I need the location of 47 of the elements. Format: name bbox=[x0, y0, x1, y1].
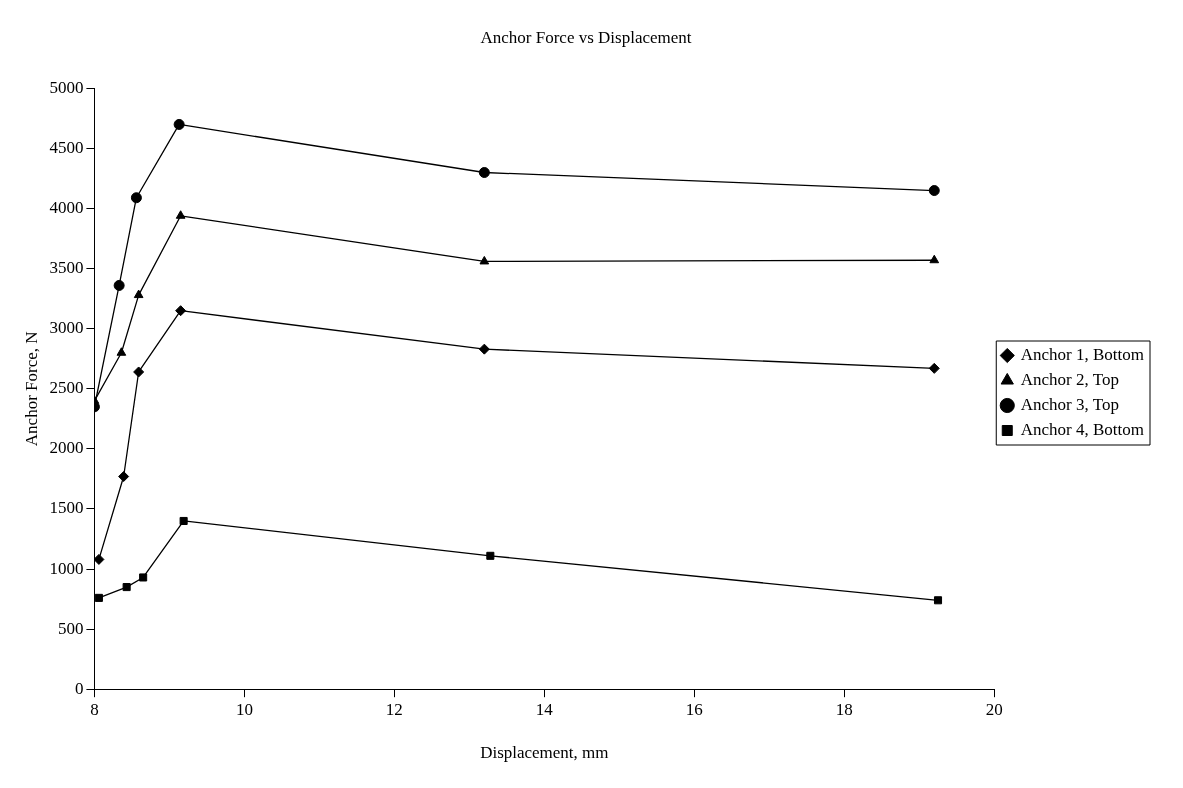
point bbox=[175, 305, 187, 317]
x-tick-label: 14 bbox=[535, 699, 554, 719]
chart-title: Anchor Force vs Displacement bbox=[480, 27, 692, 47]
x-tick-label: 8 bbox=[90, 699, 99, 719]
point bbox=[928, 185, 940, 197]
point bbox=[116, 347, 127, 356]
y-tick-label: 3000 bbox=[49, 318, 84, 338]
point bbox=[139, 573, 148, 582]
point bbox=[94, 553, 105, 565]
point bbox=[133, 366, 145, 378]
x-axis-title: Displacement, mm bbox=[480, 743, 609, 763]
x-tick-label: 18 bbox=[835, 699, 853, 719]
point bbox=[933, 596, 943, 605]
y-tick-label: 3500 bbox=[49, 258, 84, 278]
point bbox=[179, 516, 188, 526]
point bbox=[928, 362, 940, 374]
legend-label: Anchor 3, Top bbox=[1020, 394, 1119, 414]
point bbox=[929, 254, 940, 264]
y-tick-label: 4500 bbox=[49, 137, 84, 157]
y-axis-title: Anchor Force, N bbox=[21, 331, 41, 447]
point bbox=[118, 471, 130, 483]
point bbox=[479, 255, 490, 265]
point bbox=[478, 343, 490, 355]
y-tick-label: 0 bbox=[74, 678, 84, 698]
y-tick-label: 4000 bbox=[49, 198, 84, 218]
x-tick-label: 12 bbox=[385, 699, 403, 719]
x-tick-label: 16 bbox=[685, 699, 703, 719]
y-tick-label: 1000 bbox=[49, 558, 84, 578]
point bbox=[175, 210, 186, 219]
y-tick-label: 1500 bbox=[49, 498, 84, 518]
legend-label: Anchor 4, Bottom bbox=[1020, 419, 1145, 439]
legend-label: Anchor 1, Bottom bbox=[1020, 344, 1145, 364]
x-tick-label: 10 bbox=[235, 699, 253, 719]
y-tick-label: 500 bbox=[57, 618, 84, 638]
y-tick-label: 2000 bbox=[49, 438, 84, 458]
point bbox=[478, 167, 490, 179]
y-tick-label: 5000 bbox=[49, 77, 84, 97]
point bbox=[94, 593, 103, 602]
legend-label: Anchor 2, Top bbox=[1020, 369, 1119, 389]
y-tick-label: 2500 bbox=[49, 378, 84, 398]
point bbox=[130, 192, 142, 204]
point bbox=[122, 583, 131, 592]
point bbox=[113, 279, 125, 291]
point bbox=[133, 289, 144, 299]
x-tick-label: 20 bbox=[985, 699, 1003, 719]
point bbox=[173, 118, 185, 130]
point bbox=[486, 551, 495, 560]
